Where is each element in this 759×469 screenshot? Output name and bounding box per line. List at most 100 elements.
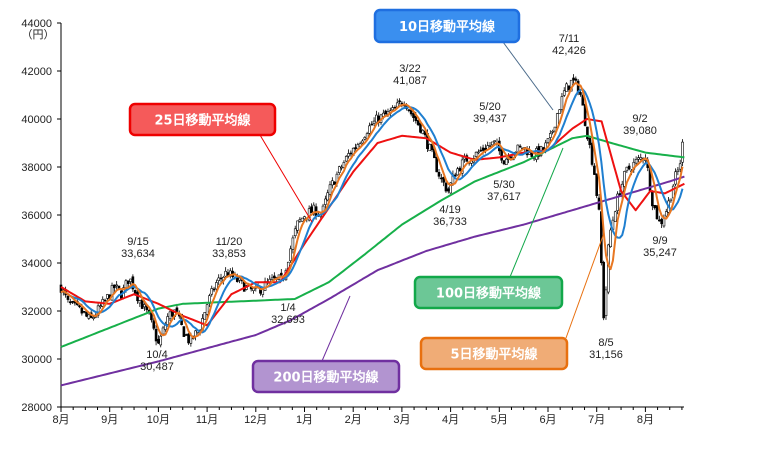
candle-body: [103, 299, 107, 302]
annotation-date: 9/15: [127, 236, 148, 248]
candle-body: [328, 184, 332, 195]
callout-box: [419, 336, 569, 371]
candle-body: [138, 300, 142, 304]
candle-body: [261, 289, 265, 295]
candle-body: [175, 307, 179, 312]
annotation-date: 8/5: [598, 337, 613, 349]
candle-body: [212, 288, 216, 291]
callout-label: 200日移動平均線: [273, 370, 379, 386]
x-tick-label: 3月: [393, 414, 410, 426]
candle-body: [653, 204, 656, 209]
candle-body: [71, 301, 74, 303]
annotation-value: 33,853: [212, 248, 246, 260]
x-tick-label: 11月: [196, 414, 218, 426]
candle-body: [372, 120, 376, 124]
candle-body: [337, 166, 341, 173]
callout-leader-line: [321, 295, 351, 362]
candle-body: [456, 168, 459, 176]
x-tick-label: 10月: [147, 414, 170, 426]
ma-line-1: [60, 88, 684, 334]
candle-body: [588, 138, 592, 145]
candle-body: [609, 229, 612, 248]
candle-body: [639, 157, 643, 160]
candle-body: [375, 114, 378, 123]
candle-body: [303, 216, 306, 220]
candle-body: [604, 289, 608, 317]
candle-body: [407, 109, 411, 111]
candle-body: [344, 156, 348, 162]
candle-body: [655, 205, 659, 220]
candle-body: [658, 219, 661, 222]
callout-label: 5日移動平均線: [450, 347, 538, 363]
candle-body: [310, 206, 313, 213]
candle-body: [590, 142, 594, 165]
candle-body: [440, 177, 443, 180]
candle-body: [593, 165, 596, 175]
annotation-date: 9/9: [652, 235, 667, 247]
candle-body: [113, 284, 116, 289]
candle-body: [637, 157, 640, 160]
candle-body: [460, 159, 464, 174]
callout-leader-line: [509, 147, 564, 278]
candle-body: [681, 141, 684, 163]
candle-body: [126, 280, 130, 284]
candle-body: [595, 173, 599, 196]
candle-body: [154, 328, 158, 342]
y-tick-label: 34000: [21, 258, 52, 270]
annotation-value: 33,634: [121, 248, 155, 260]
candle-body: [674, 171, 677, 185]
annotation-date: 11/20: [216, 236, 243, 248]
candle-body: [623, 171, 626, 187]
x-tick-label: 1月: [296, 414, 313, 426]
candle-body: [326, 192, 329, 201]
candle-body: [553, 126, 557, 132]
callout-box: [128, 102, 277, 137]
candle-body: [446, 188, 450, 192]
y-tick-label: 40000: [21, 114, 52, 126]
candle-body: [300, 217, 304, 222]
candle-body: [500, 149, 503, 161]
candle-body: [324, 198, 327, 205]
candle-body: [581, 95, 585, 106]
callout-leader-line: [502, 41, 554, 111]
y-tick-label: 28000: [21, 402, 52, 414]
axes: 28000 30000 32000 34000 36000 38000 40000 42000…: [21, 18, 684, 426]
annotation-value: 31,156: [589, 349, 623, 361]
candle-body: [574, 78, 578, 81]
candle-body: [479, 149, 483, 152]
candle-body: [224, 270, 227, 277]
candle-body: [412, 113, 415, 118]
candle-body: [660, 219, 663, 225]
candle-body: [238, 277, 241, 281]
candle-body: [168, 311, 172, 320]
candle-body: [669, 198, 673, 202]
annotation-date: 1/4: [280, 302, 295, 314]
candle-body: [572, 77, 575, 81]
candle-body: [616, 193, 619, 211]
candle-body: [80, 307, 84, 314]
x-tick-label: 4月: [442, 414, 459, 426]
y-tick-label: 38000: [21, 162, 52, 174]
candle-body: [215, 282, 218, 290]
ma-line-4: [60, 175, 685, 387]
annotation-value: 39,437: [473, 113, 507, 125]
callout-label: 100日移動平均線: [436, 286, 542, 302]
candle-body: [210, 288, 214, 295]
candle-body: [491, 141, 494, 146]
candle-body: [421, 129, 425, 134]
candle-body: [349, 152, 353, 155]
candle-body: [597, 197, 601, 210]
candle-body: [307, 208, 311, 221]
candle-body: [82, 311, 86, 313]
candle-body: [159, 335, 163, 346]
x-tick-label: 5月: [491, 414, 508, 426]
callout-box: [373, 8, 521, 44]
candle-body: [602, 261, 605, 319]
callout-label: 25日移動平均線: [154, 113, 251, 129]
candle-body: [106, 294, 109, 299]
candle-body: [66, 295, 70, 300]
candle-body: [368, 125, 371, 134]
candle-body: [115, 284, 118, 287]
